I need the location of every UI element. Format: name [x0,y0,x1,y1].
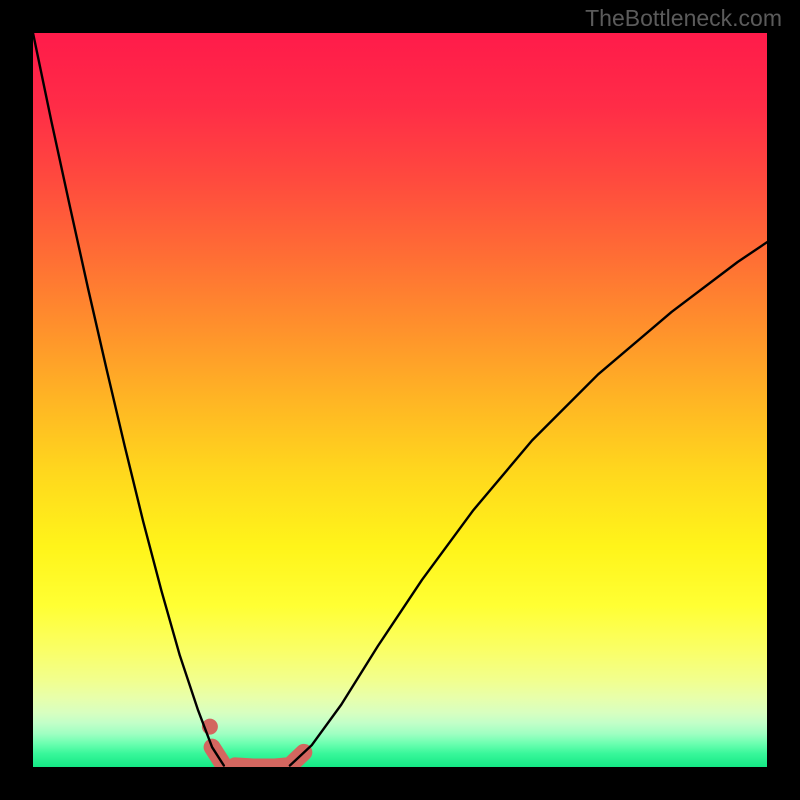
chart-plot-area [33,33,767,767]
canvas-root: TheBottleneck.com [0,0,800,800]
watermark-text: TheBottleneck.com [585,5,782,32]
chart-background-gradient [33,33,767,767]
